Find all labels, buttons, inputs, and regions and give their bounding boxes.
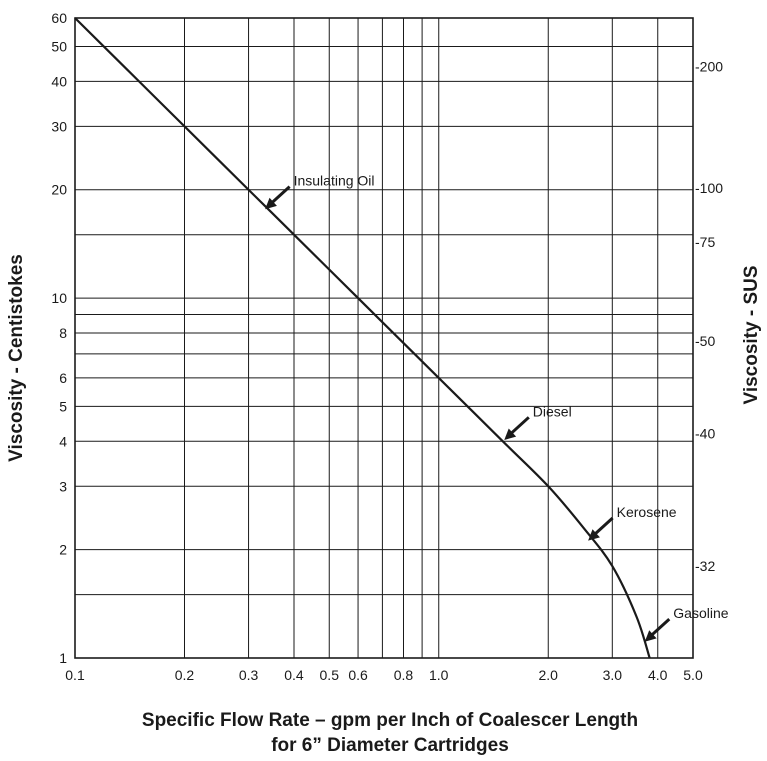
y2-tick-label: -40 [695,426,715,442]
plot-frame [74,17,694,659]
annotation-arrowhead [588,529,600,541]
y-tick-label: 10 [51,290,67,306]
y2-tick-label: -75 [695,234,715,250]
y-tick-label: 60 [51,10,67,26]
y2-tick-label: -32 [695,558,715,574]
grid-lines [74,17,694,658]
y-tick-label: 40 [51,73,67,89]
series-curve-group [74,17,651,659]
annotation-arrowhead [504,428,517,440]
annotation-arrowhead [644,630,657,642]
x-tick-label: 0.1 [65,667,85,683]
y2-axis-ticks: -200 -100 -75 -50 -40 -32 [695,58,723,574]
y2-tick-label: -50 [695,333,715,349]
y-axis-title: Viscosity - Centistokes [6,254,27,462]
x-tick-label: 5.0 [683,667,703,683]
y-tick-label: 3 [59,478,67,494]
x-tick-label: 0.6 [348,667,368,683]
x-tick-label: 0.2 [175,667,195,683]
y-axis-ticks: 1 2 3 4 5 6 8 10 20 30 40 50 60 [51,10,67,666]
y-tick-label: 4 [59,433,67,449]
y-tick-label: 2 [59,542,67,558]
y-tick-label: 1 [59,650,67,666]
y2-axis-title: Viscosity - SUS [741,265,762,404]
y-tick-label: 50 [51,38,67,54]
x-axis-title: Specific Flow Rate – gpm per Inch of Coa… [142,710,638,731]
x-tick-label: 2.0 [539,667,559,683]
y-tick-label: 6 [59,370,67,386]
x-tick-label: 3.0 [603,667,623,683]
x-tick-label: 0.8 [394,667,414,683]
annotation-label: Gasoline [673,605,728,621]
y-tick-label: 8 [59,325,67,341]
x-axis-title-line2: for 6” Diameter Cartridges [271,735,509,756]
annotations: Insulating Oil Diesel Kerosene Gasoline [265,173,729,642]
x-tick-label: 4.0 [648,667,668,683]
y2-tick-label: -100 [695,180,723,196]
x-tick-label: 0.4 [284,667,304,683]
y-tick-label: 30 [51,118,67,134]
y2-tick-label: -200 [695,58,723,74]
annotation-label: Diesel [533,403,572,419]
x-tick-label: 0.3 [239,667,259,683]
annotation-arrowhead [265,197,277,210]
x-tick-label: 0.5 [320,667,340,683]
y-tick-label: 20 [51,182,67,198]
series-line [74,17,651,659]
y-tick-label: 5 [59,398,67,414]
x-tick-label: 1.0 [429,667,449,683]
annotation-label: Kerosene [617,504,677,520]
annotation-label: Insulating Oil [294,173,375,189]
x-axis-ticks: 0.1 0.2 0.3 0.4 0.5 0.6 0.8 1.0 2.0 3.0 4.0 5.0 [65,667,703,683]
